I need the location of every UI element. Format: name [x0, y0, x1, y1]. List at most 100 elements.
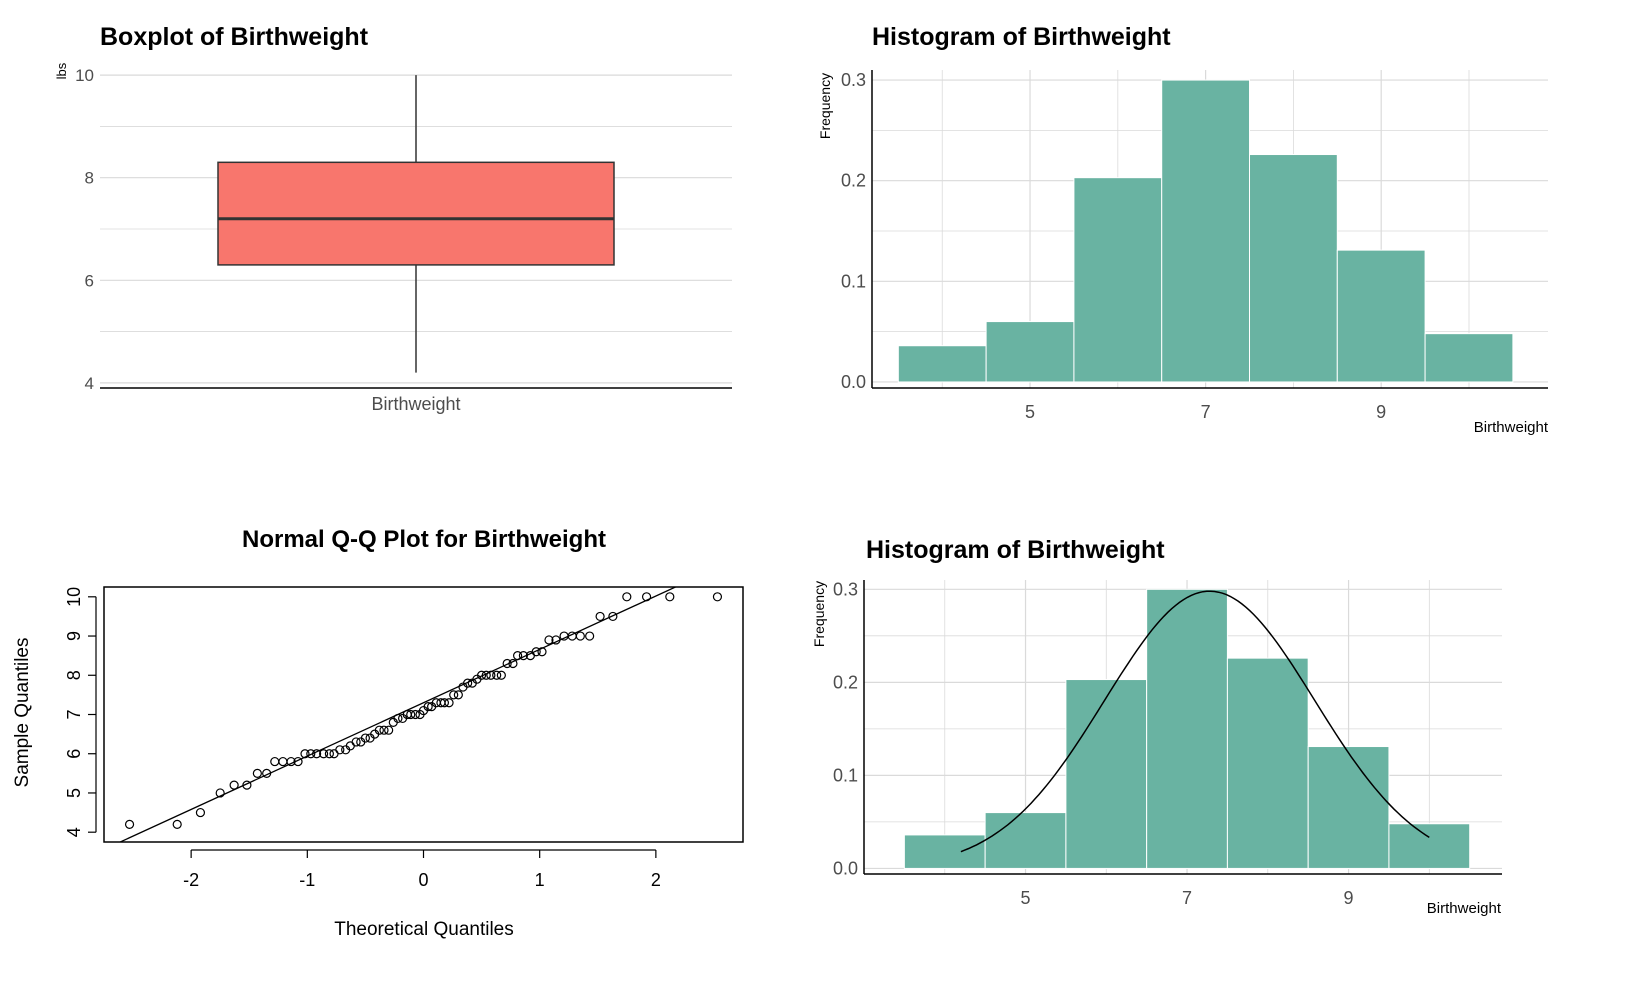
qq-point [229, 780, 239, 790]
qq-point [513, 651, 523, 661]
qq-point [306, 749, 316, 759]
histogram-bar [1424, 333, 1514, 383]
y-tick-label: 9 [64, 631, 84, 641]
y-tick-label: 4 [64, 827, 84, 837]
qq-point [595, 611, 605, 622]
qq-point [242, 780, 252, 790]
qq-point [351, 737, 361, 747]
qq-point [293, 756, 303, 767]
x-tick-label: 5 [1021, 888, 1031, 908]
qq-point [406, 709, 416, 720]
y-axis-label: Frequency [817, 73, 833, 139]
x-tick-label: -2 [183, 870, 199, 890]
y-tick-label: 0.0 [841, 372, 866, 392]
density-curve [960, 590, 1430, 853]
histogram-density-chart: Histogram of Birthweight 0.0 0.1 0.2 0.3 5 7 9 B… [811, 536, 1502, 917]
qq-point [544, 635, 554, 645]
boxplot-panel: Boxplot of Birthweight 4 6 8 10 lbs Birthweigh… [0, 0, 760, 450]
y-tick-label: 8 [64, 670, 84, 680]
y-axis-label: Frequency [811, 581, 827, 647]
x-category-label: Birthweight [371, 394, 460, 414]
qq-point [318, 749, 329, 759]
qq-point [531, 647, 541, 657]
qq-point [575, 631, 585, 641]
y-tick-label: 0.3 [841, 70, 866, 90]
qq-point [262, 768, 272, 778]
qq-point [393, 713, 403, 724]
x-tick-label: -1 [299, 870, 315, 890]
x-tick-label: 2 [651, 870, 661, 890]
y-tick-label: 5 [64, 788, 84, 798]
x-tick-label: 0 [418, 870, 428, 890]
qq-point [335, 745, 345, 755]
qq-point [585, 631, 595, 641]
y-tick-label: 0.0 [833, 858, 858, 878]
histogram-bar [897, 345, 987, 383]
reference-line [118, 587, 678, 842]
y-tick-label: 8 [85, 169, 94, 188]
qq-point [379, 725, 389, 735]
qq-point [502, 658, 512, 669]
histogram-panel: Histogram of Birthweight 0.0 0.1 0.2 0.3 5 7 9 B… [800, 0, 1635, 450]
qq-point [518, 651, 529, 661]
x-axis-label: Theoretical Quantiles [334, 919, 514, 940]
x-tick-label: 1 [535, 870, 545, 890]
y-axis-label: Sample Quantiles [12, 638, 33, 788]
y-tick-label: 10 [64, 587, 84, 607]
qq-point [300, 749, 310, 759]
y-tick-label: 0.2 [833, 672, 858, 692]
qq-point [215, 788, 225, 798]
qq-point [172, 819, 182, 829]
y-tick-label: 6 [64, 749, 84, 759]
qq-point [423, 702, 433, 712]
chart-title: Boxplot of Birthweight [100, 23, 369, 51]
qq-plot-panel: Normal Q-Q Plot for Birthweight -2 -1 0 1 2 4 5… [0, 500, 800, 980]
qq-point [486, 670, 496, 680]
qq-point [195, 807, 206, 818]
y-tick-label: 7 [64, 709, 84, 719]
qq-point [286, 756, 296, 767]
histogram-bar [1146, 588, 1228, 869]
qq-point [384, 725, 394, 735]
qq-point [444, 698, 454, 708]
y-tick-label: 0.1 [833, 765, 858, 785]
x-tick-label: 7 [1201, 402, 1211, 422]
x-axis-label: Birthweight [1474, 419, 1549, 436]
qq-point [665, 592, 675, 602]
histogram-bar [1065, 679, 1148, 869]
box-iqr [217, 161, 615, 266]
qq-point [453, 690, 463, 700]
chart-title: Normal Q-Q Plot for Birthweight [242, 526, 606, 553]
qq-point [463, 678, 473, 688]
y-tick-label: 10 [75, 66, 94, 85]
histogram-chart: Histogram of Birthweight 0.0 0.1 0.2 0.3 5 7 9 B… [817, 23, 1549, 436]
x-axis-label: Birthweight [1427, 900, 1502, 917]
x-tick-label: 9 [1376, 402, 1386, 422]
qq-point [449, 690, 459, 700]
qq-point [537, 647, 547, 657]
y-tick-label: 0.3 [833, 579, 858, 599]
qq-point [124, 819, 135, 829]
y-axis-label: lbs [54, 62, 69, 79]
histogram-bar [1249, 154, 1338, 383]
y-tick-label: 0.2 [841, 171, 866, 191]
histogram-bar [1226, 657, 1309, 869]
qq-point [278, 756, 288, 767]
histogram-bar [903, 834, 986, 869]
qq-point [312, 749, 322, 759]
histogram-bar [1307, 746, 1390, 869]
qq-plot-chart: Normal Q-Q Plot for Birthweight -2 -1 0 1 2 4 5… [12, 526, 744, 940]
qq-point [324, 749, 334, 759]
qq-point [551, 635, 561, 645]
x-tick-label: 9 [1344, 888, 1354, 908]
qq-point [622, 592, 632, 602]
qq-point [374, 725, 384, 735]
qq-point [712, 592, 723, 602]
qq-point [476, 670, 487, 680]
histogram-bar [1388, 823, 1471, 869]
qq-point [641, 592, 652, 602]
qq-point [492, 670, 502, 680]
qq-point [608, 611, 618, 622]
histogram-bar [984, 812, 1067, 869]
chart-title: Histogram of Birthweight [872, 23, 1171, 51]
